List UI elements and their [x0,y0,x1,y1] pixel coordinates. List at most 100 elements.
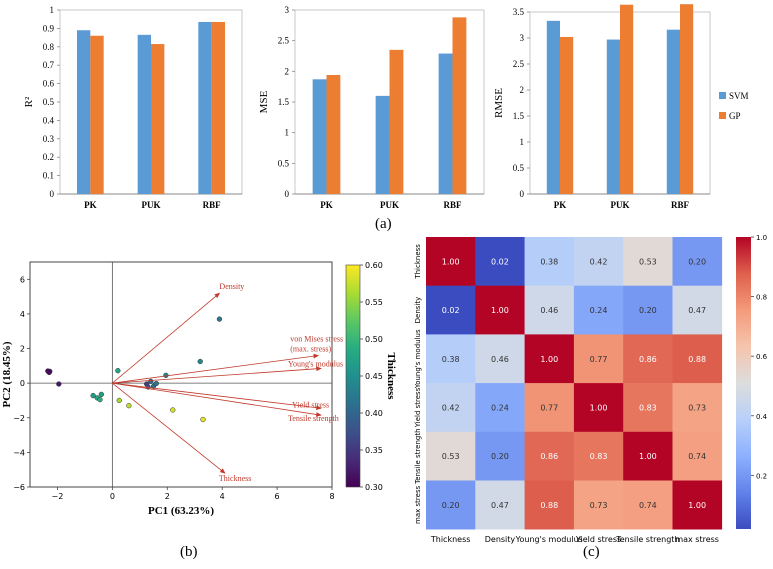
loading-arrow-yield-stress [112,382,322,411]
mse-y-tick-label: 0.5 [278,158,290,168]
heatmap-cell-r2c3 [573,334,624,384]
loading-label-von-mises-stress: von Mises stress [290,334,343,343]
mse-bar-gp-rbf [452,17,467,194]
pca-y-tick-label: 4 [20,310,25,319]
heatmap-y-label: Young's modulus [414,329,422,389]
mse-bar-svm-pk [312,79,327,194]
heatmap-cell-r2c0 [426,334,476,384]
heatmap-cell-r2c4 [623,334,673,384]
pca-x-label: PC1 (63.23%) [148,505,214,517]
r2-x-tick-label: PUK [142,200,161,210]
mse-y-tick-label: 2 [285,66,290,76]
r2-y-tick-label: 0.4 [43,115,55,125]
mse-y-tick-label: 1 [285,128,290,138]
heatmap-value-r0c4: 0.53 [639,257,657,266]
heatmap-value-r0c1: 0.02 [491,257,509,266]
heatmap-value-r2c2: 1.00 [540,355,558,364]
pca-point-17 [170,407,176,413]
pca-x-tick-label: −2 [52,492,64,501]
mse-bar-gp-puk [389,49,404,194]
heatmap-value-r0c0: 1.00 [442,257,460,266]
rmse-y-tick-label: 3 [520,33,525,43]
heatmap-cell-r3c4 [623,383,673,433]
heatmap-value-r5c0: 0.20 [442,501,460,510]
r2-y-tick-label: 1 [50,5,55,15]
heatmap-cell-r3c1 [475,383,525,433]
heatmap-cell-r5c2 [524,480,575,530]
legend-label-gp: GP [729,111,741,121]
pca-x-tick-label: 4 [220,492,225,501]
heatmap-colorbar-tick-label: 0.8 [756,294,767,302]
rmse-y-tick-label: 1 [520,137,525,147]
rmse-x-tick-label: PK [554,200,567,210]
heatmap-value-r3c5: 0.73 [688,403,706,412]
loading-arrow-young-s-modulus [112,366,322,384]
pca-point-9 [116,397,122,404]
heatmap-value-r4c0: 0.53 [442,452,460,461]
loading-arrow-tensile-strength [112,382,322,417]
r2-y-tick-label: 0 [50,189,55,199]
heatmap-cell-r5c1 [475,480,525,530]
heatmap-x-label: Density [485,535,516,544]
r2-y-tick-label: 0.1 [43,171,54,181]
legend-label-svm: SVM [729,91,749,101]
panel-label-b: (b) [180,544,198,560]
heatmap-cell-r1c2 [524,285,575,335]
heatmap-value-r2c4: 0.86 [639,355,657,364]
heatmap-value-r5c4: 0.74 [639,501,657,510]
pca-point-10 [126,403,132,409]
mse-bar-svm-puk [375,95,390,194]
heatmap-y-label: Tensile strength [414,428,422,484]
heatmap-value-r3c2: 0.77 [540,403,558,412]
rmse-y-tick-label: 3.5 [513,7,525,17]
heatmap-cell-r4c2 [524,431,575,481]
heatmap-value-r1c4: 0.20 [639,306,657,315]
rmse-y-tick-label: 0 [520,189,525,199]
heatmap-cell-r3c5 [672,383,723,433]
rmse-bar-svm-rbf [666,29,680,195]
heatmap-value-r1c0: 0.02 [442,306,460,315]
heatmap-cell-r5c5 [672,480,723,530]
heatmap-colorbar-tick-label: 1.0 [756,234,767,242]
r2-x-tick-label: RBF [203,200,222,210]
heatmap-cell-r5c3 [573,480,624,530]
heatmap-colorbar [736,237,751,529]
legend-swatch-gp [719,112,726,119]
r2-y-tick-label: 0.7 [43,60,55,70]
pca-plot-frame [29,261,333,488]
rmse-bar-gp-puk [620,4,634,194]
heatmap-cell-r4c3 [573,431,624,481]
pca-colorbar-tick-label: 0.35 [365,446,383,455]
pca-y-label: PC2 (18.45%) [1,341,13,407]
heatmap-value-r0c3: 0.42 [590,257,608,266]
pca-y-tick-label: −2 [13,414,25,423]
mse-x-tick-label: PK [320,200,333,210]
heatmap-value-r3c4: 0.83 [639,403,657,412]
mse-bar-gp-pk [326,75,341,194]
rmse-x-tick-label: RBF [671,200,690,210]
heatmap-x-label: Tensile strength [615,535,679,544]
heatmap-cell-r2c5 [672,334,723,384]
heatmap-cell-r5c0 [426,480,476,530]
mse-x-tick-label: RBF [444,200,463,210]
heatmap-value-r3c1: 0.24 [491,403,509,412]
rmse-bar-gp-pk [560,36,574,195]
rmse-y-tick-label: 1.5 [513,111,525,121]
pca-point-3 [56,381,62,387]
loading-label-thickness: Thickness [219,474,251,483]
heatmap-value-r0c2: 0.38 [540,257,558,266]
heatmap-cell-r3c0 [426,383,476,433]
heatmap-value-r4c3: 0.83 [590,452,608,461]
heatmap-cell-r4c1 [475,431,525,481]
pca-point-4 [90,392,96,399]
r2-y-tick-label: 0.8 [43,42,55,52]
heatmap-cell-r4c0 [426,431,476,481]
heatmap-y-label: Density [414,297,422,324]
heatmap-value-r4c5: 0.74 [688,452,706,461]
rmse-bar-svm-pk [546,20,560,195]
mse-y-tick-label: 3 [285,5,290,15]
heatmap-y-label: Thickness [414,244,422,280]
heatmap-value-r2c1: 0.46 [491,355,509,364]
heatmap-cell-r2c1 [475,334,525,384]
heatmap-colorbar-tick-label: 0.2 [756,472,767,480]
